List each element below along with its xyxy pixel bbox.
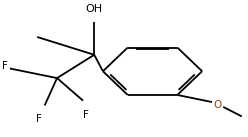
Text: F: F — [2, 61, 8, 71]
Text: OH: OH — [86, 4, 103, 14]
Text: F: F — [83, 110, 89, 120]
Text: F: F — [35, 114, 41, 124]
Text: O: O — [213, 100, 221, 110]
